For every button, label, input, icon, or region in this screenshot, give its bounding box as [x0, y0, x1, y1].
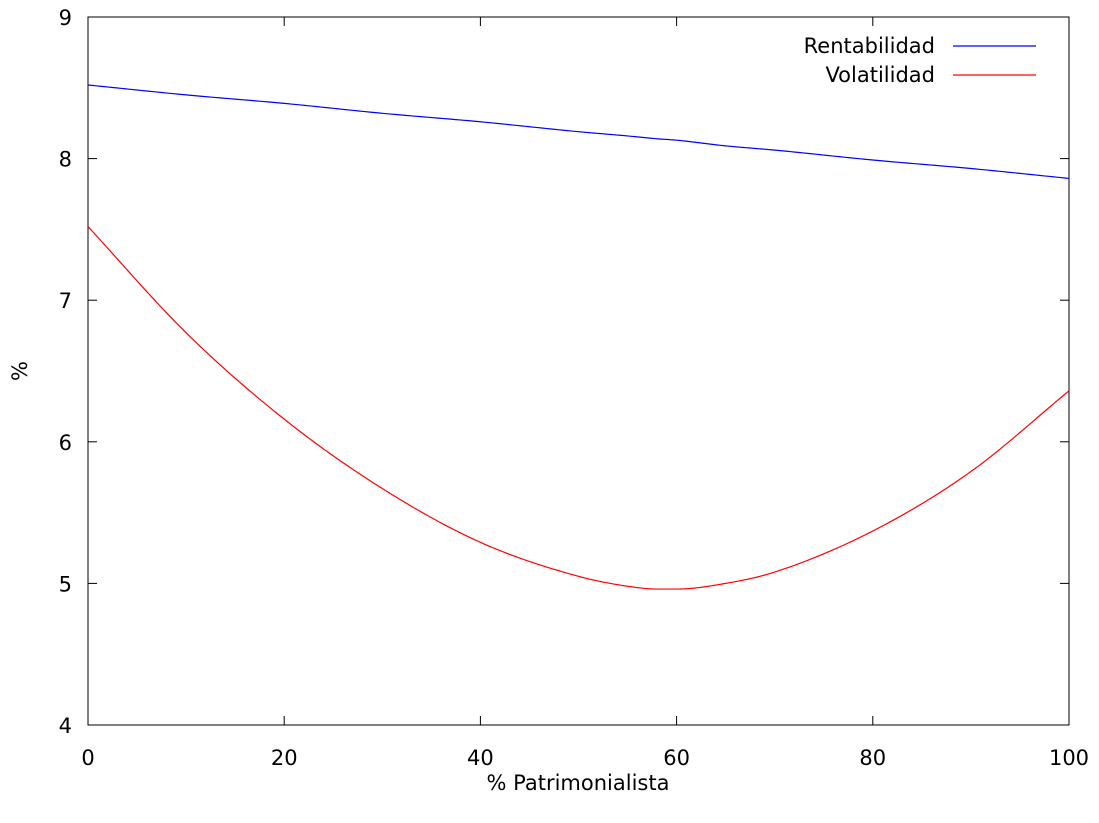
y-axis-label: % — [8, 361, 32, 381]
tick-labels: 0 20 40 60 80 100 4 5 6 7 8 9 — [59, 6, 1089, 770]
x-axis-label: % Patrimonialista — [487, 771, 670, 795]
y-tick-label: 7 — [59, 289, 72, 313]
series-lines — [87, 84, 1070, 590]
y-tick-label: 4 — [59, 714, 72, 738]
plot-frame — [87, 16, 1070, 726]
series-line-rentabilidad — [87, 84, 1070, 180]
y-tick-label: 5 — [59, 572, 72, 596]
x-tick-label: 0 — [81, 746, 94, 770]
x-tick-label: 40 — [467, 746, 494, 770]
legend-label-rentabilidad: Rentabilidad — [804, 34, 935, 58]
legend-label-volatilidad: Volatilidad — [825, 63, 935, 87]
x-tick-label: 20 — [271, 746, 298, 770]
x-tick-label: 60 — [663, 746, 690, 770]
x-tick-label: 80 — [859, 746, 886, 770]
y-tick-label: 9 — [59, 6, 72, 30]
y-tick-label: 6 — [59, 431, 72, 455]
series-line-volatilidad — [87, 226, 1070, 590]
y-tick-label: 8 — [59, 148, 72, 172]
axis-ticks — [87, 16, 1070, 726]
legend: Rentabilidad Volatilidad — [804, 34, 1036, 87]
x-tick-label: 100 — [1049, 746, 1089, 770]
